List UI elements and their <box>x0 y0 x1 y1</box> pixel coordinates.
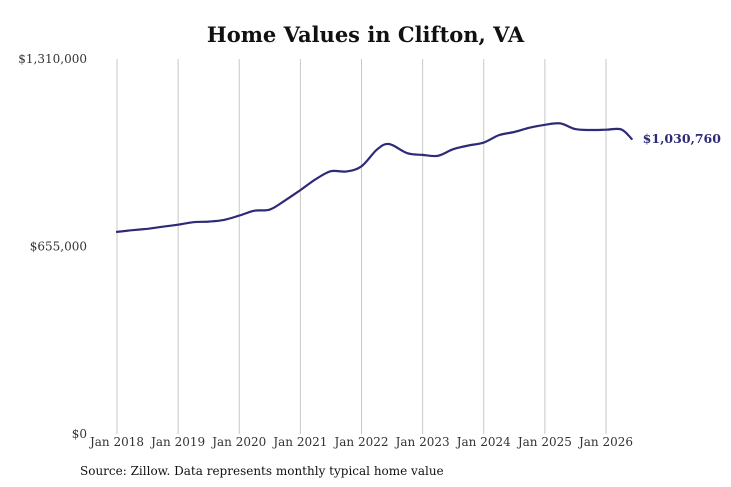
x-axis-ticks: Jan 2018 Jan 2019 Jan 2020 Jan 2021 Jan 2022… <box>88 435 633 449</box>
y-tick-label: $655,000 <box>30 240 87 254</box>
gridlines <box>116 59 607 434</box>
x-tick-label: Jan 2021 <box>271 435 327 449</box>
end-value-label: $1,030,760 <box>643 131 722 146</box>
chart-title: Home Values in Clifton, VA <box>206 22 525 47</box>
x-tick-label: Jan 2023 <box>394 435 450 449</box>
x-tick-label: Jan 2022 <box>332 435 388 449</box>
series-line <box>115 122 633 233</box>
x-tick-label: Jan 2024 <box>455 435 511 449</box>
source-note: Source: Zillow. Data represents monthly … <box>80 464 444 478</box>
y-tick-label: $0 <box>72 427 87 441</box>
x-tick-label: Jan 2018 <box>88 435 144 449</box>
x-tick-label: Jan 2025 <box>516 435 572 449</box>
x-tick-label: Jan 2019 <box>149 435 205 449</box>
y-axis-ticks: $0 $655,000 $1,310,000 <box>18 52 87 441</box>
x-tick-label: Jan 2020 <box>210 435 266 449</box>
y-tick-label: $1,310,000 <box>18 52 87 66</box>
x-tick-label: Jan 2026 <box>577 435 633 449</box>
